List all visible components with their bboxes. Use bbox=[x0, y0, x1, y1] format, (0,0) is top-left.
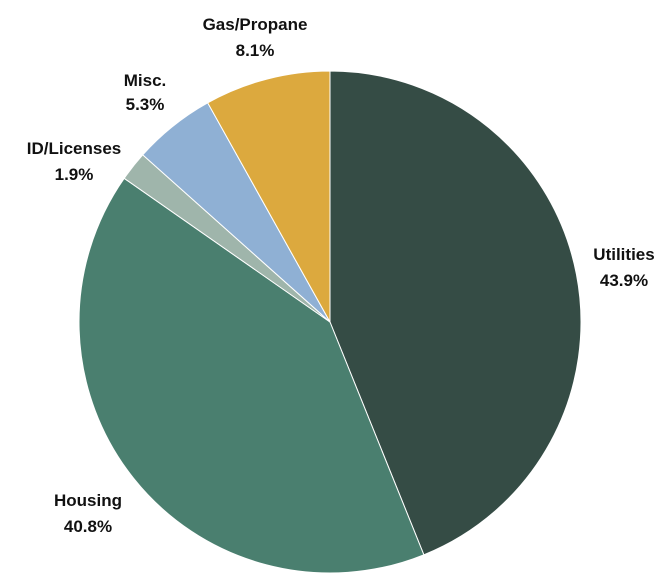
pie-slice-gas-propane bbox=[207, 70, 331, 324]
slice-value-gas-propane: 8.1% bbox=[236, 41, 275, 60]
slice-label-id-licenses: ID/Licenses bbox=[27, 139, 122, 158]
slice-value-misc: 5.3% bbox=[126, 95, 165, 114]
slice-value-housing: 40.8% bbox=[64, 517, 112, 536]
slice-value-id-licenses: 1.9% bbox=[55, 165, 94, 184]
pie-slice-utilities bbox=[329, 70, 582, 556]
slice-value-utilities: 43.9% bbox=[600, 271, 648, 290]
pie-labels: Utilities 43.9% Housing 40.8% ID/Licenses 1.9… bbox=[27, 15, 655, 536]
pie-slices bbox=[78, 70, 582, 573]
slice-label-misc: Misc. bbox=[124, 71, 167, 90]
slice-label-gas-propane: Gas/Propane bbox=[203, 15, 308, 34]
slice-label-utilities: Utilities bbox=[593, 245, 654, 264]
slice-label-housing: Housing bbox=[54, 491, 122, 510]
